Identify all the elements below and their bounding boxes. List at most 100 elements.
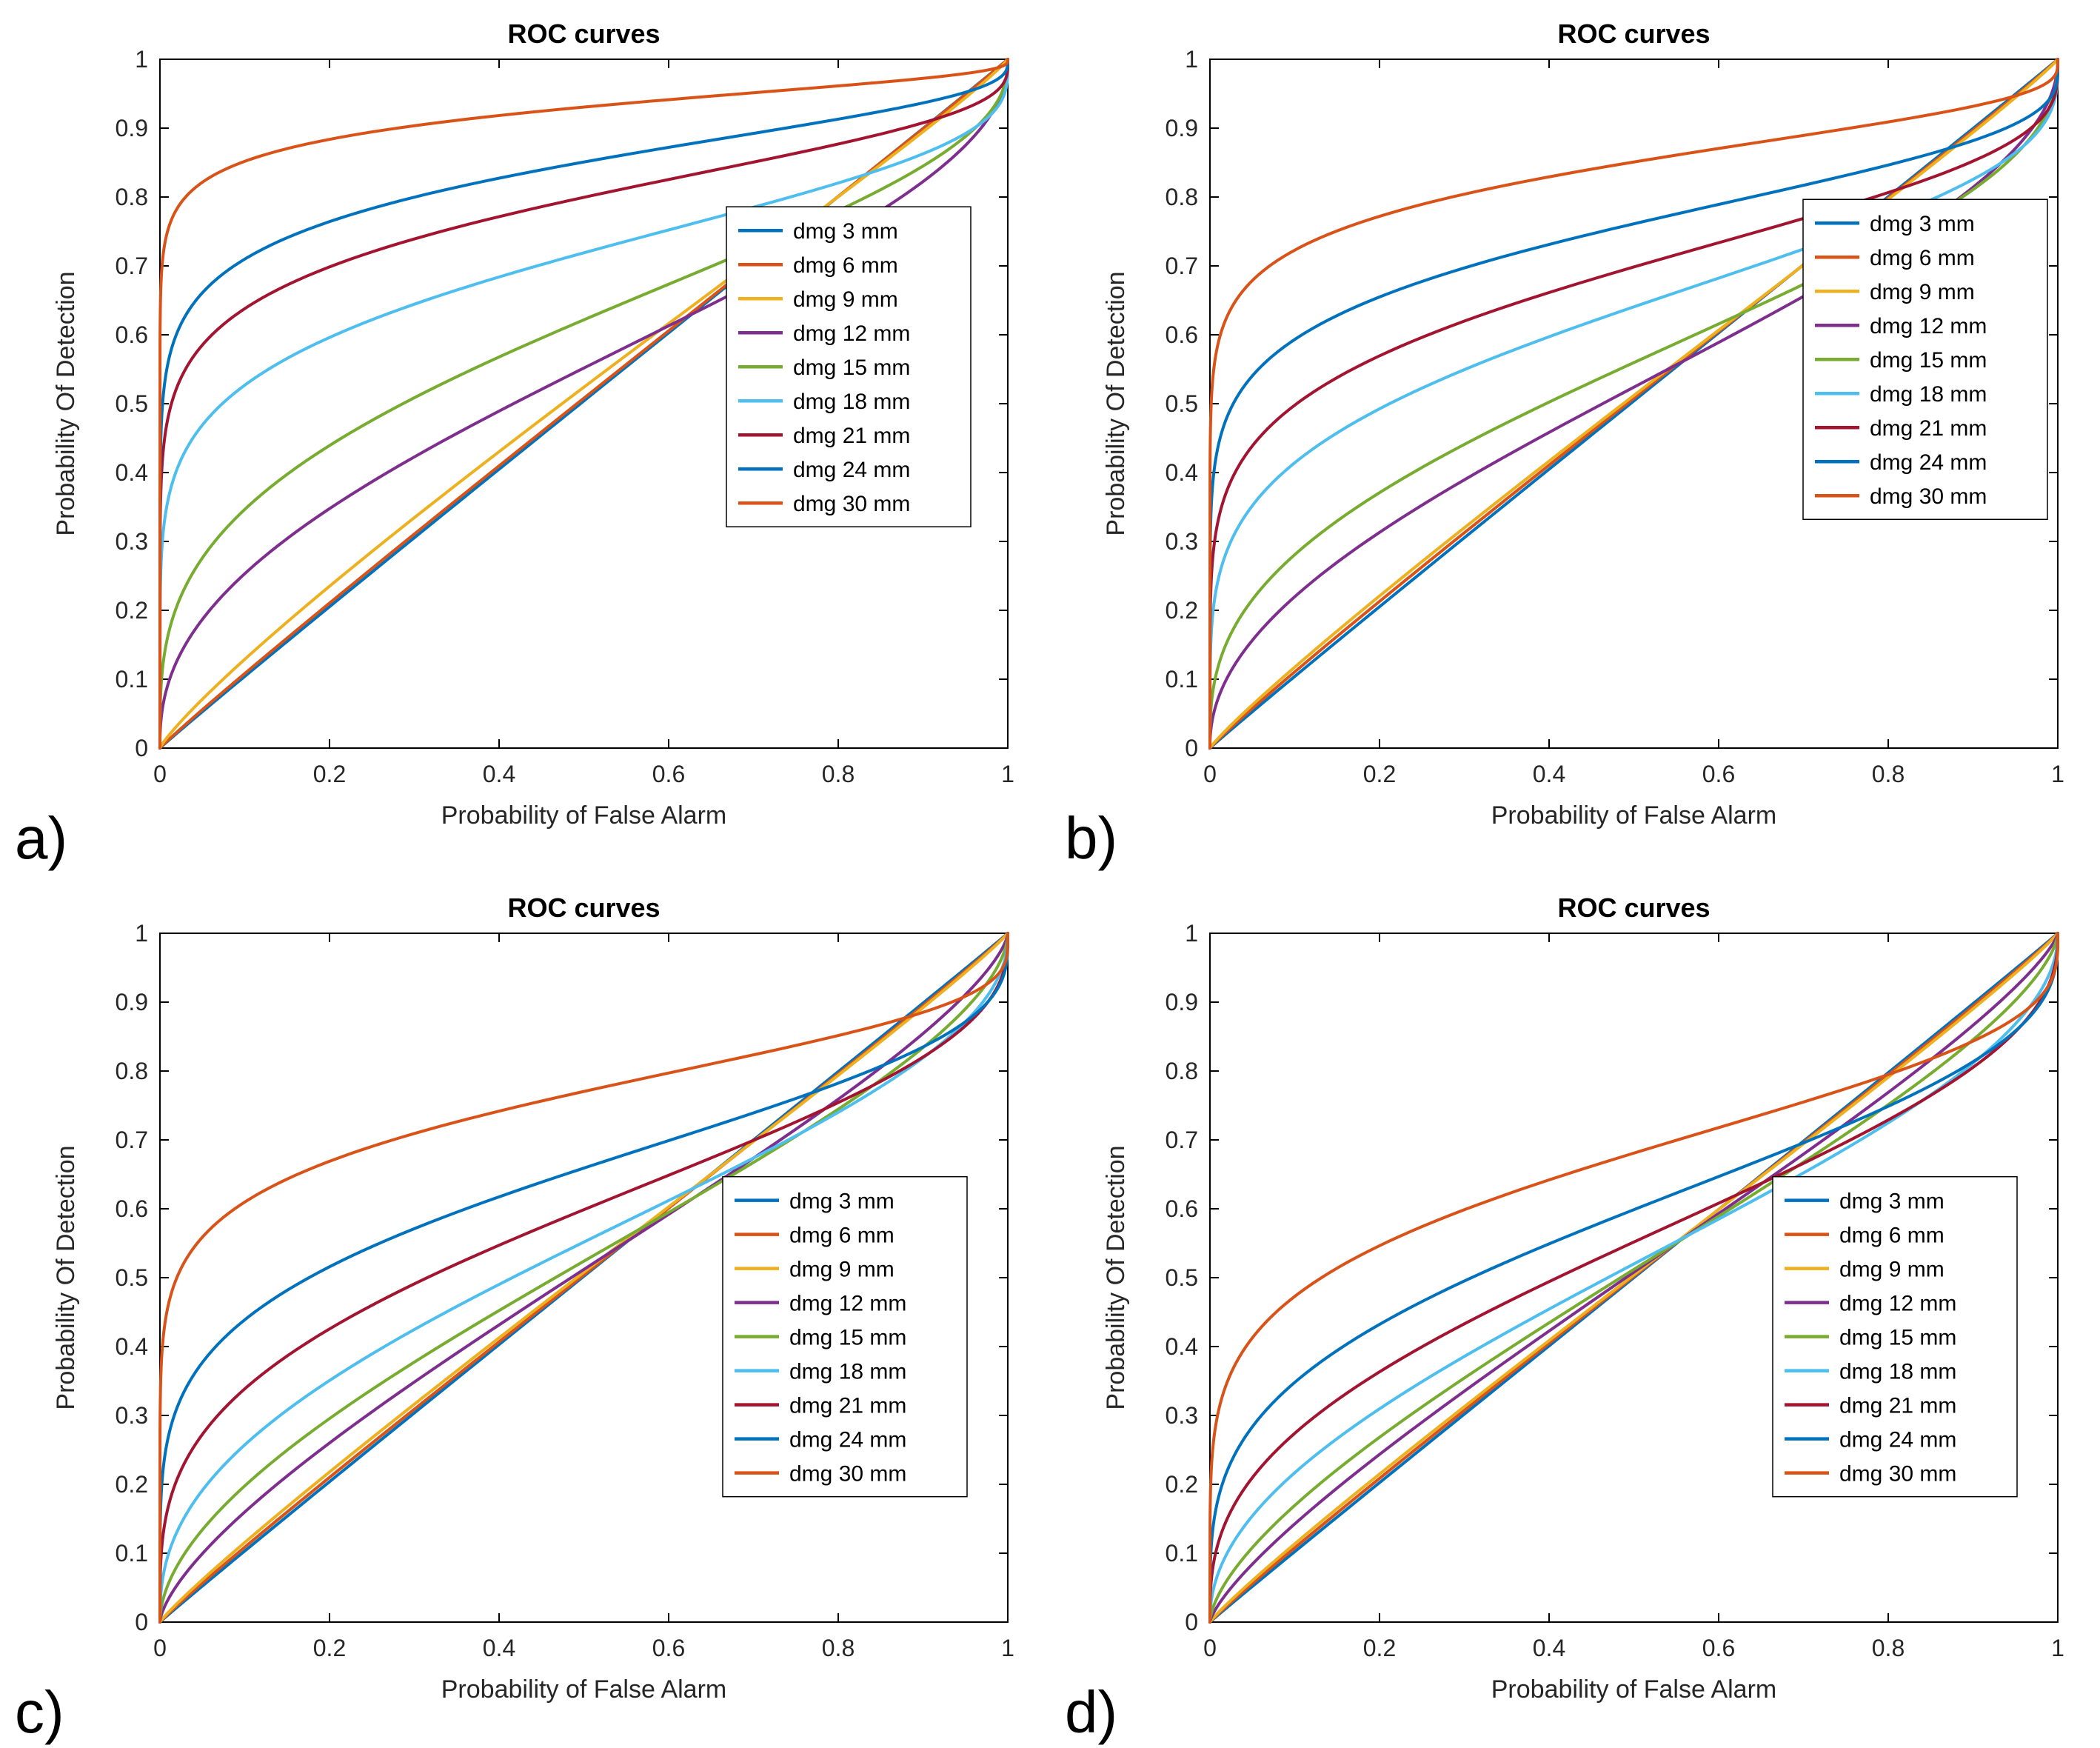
- roc-curve-dmg-30-mm: [1208, 58, 2059, 750]
- x-tick-label: 0.2: [1363, 1635, 1396, 1661]
- roc-curve-dmg-15-mm: [158, 58, 1009, 750]
- roc-curve-dmg-18-mm: [158, 58, 1009, 750]
- y-tick-label: 0.9: [1166, 989, 1198, 1015]
- chart-title: ROC curves: [1557, 19, 1710, 49]
- y-tick-label: 0.7: [1166, 1127, 1198, 1153]
- roc-curve-dmg-30-mm: [158, 58, 1009, 750]
- x-tick-label: 0.6: [652, 761, 685, 787]
- roc-curve-dmg-21-mm: [158, 58, 1009, 750]
- y-tick-label: 0.3: [116, 528, 148, 555]
- y-tick-label: 0.3: [116, 1402, 148, 1429]
- x-axis-label: Probability of False Alarm: [1491, 801, 1777, 830]
- y-tick-label: 0.8: [1166, 1058, 1198, 1084]
- chart-title: ROC curves: [507, 893, 660, 923]
- x-tick-label: 0.2: [1363, 761, 1396, 787]
- roc-panel-b: 0 0.2 0.4 0.6 0.8 1 0 0.1 0.2 0.3 0.4 0.5 0.6 0.7 0.8 0…: [1050, 0, 2100, 874]
- x-tick-label: 0.8: [822, 761, 855, 787]
- roc-curve-dmg-12-mm: [1208, 932, 2059, 1624]
- panel-label-d: d): [1065, 1679, 1118, 1745]
- y-tick-label: 0.8: [116, 1058, 148, 1084]
- legend-entry-label: dmg 3 mm: [1870, 212, 1975, 236]
- y-tick-label: 0.4: [116, 1333, 148, 1360]
- legend-entry-label: dmg 3 mm: [1839, 1190, 1944, 1214]
- legend-entry-label: dmg 3 mm: [789, 1190, 894, 1214]
- y-tick-label: 0.4: [1166, 1333, 1198, 1360]
- roc-curve-dmg-9-mm: [158, 932, 1009, 1624]
- roc-panel-d: 0 0.2 0.4 0.6 0.8 1 0 0.1 0.2 0.3 0.4 0.5 0.6 0.7 0.8 0…: [1050, 874, 2100, 1748]
- legend-entry-label: dmg 18 mm: [789, 1360, 906, 1384]
- roc-chart-a: 0 0.2 0.4 0.6 0.8 1 0 0.1 0.2 0.3 0.4 0.5 0.6 0.7 0.8 0…: [34, 7, 1041, 859]
- x-tick-label: 0.4: [1533, 1635, 1565, 1661]
- y-tick-label: 0.5: [1166, 390, 1198, 417]
- legend-entry-label: dmg 21 mm: [793, 424, 910, 448]
- y-tick-label: 0: [1185, 1609, 1198, 1635]
- legend-entry-label: dmg 15 mm: [789, 1326, 906, 1350]
- legend: dmg 3 mm dmg 6 mm dmg 9 mm dmg 12 mm dmg 15 …: [722, 1175, 968, 1498]
- x-tick-label: 0: [1203, 1635, 1217, 1661]
- legend-entry-label: dmg 24 mm: [1870, 450, 1987, 475]
- roc-curve-dmg-24-mm: [1208, 58, 2059, 750]
- y-tick-label: 0.7: [116, 1127, 148, 1153]
- x-tick-label: 0.4: [483, 761, 515, 787]
- y-axis-label: Probability Of Detection: [52, 271, 80, 536]
- roc-chart-c: 0 0.2 0.4 0.6 0.8 1 0 0.1 0.2 0.3 0.4 0.5 0.6 0.7 0.8 0…: [34, 881, 1041, 1733]
- roc-curve-dmg-24-mm: [158, 932, 1009, 1624]
- roc-curve-dmg-12-mm: [158, 932, 1009, 1624]
- roc-chart-svg: 0 0.2 0.4 0.6 0.8 1 0 0.1 0.2 0.3 0.4 0.5 0.6 0.7 0.8 0…: [1102, 19, 2064, 830]
- x-tick-label: 0.6: [1702, 761, 1735, 787]
- y-tick-label: 0.1: [116, 666, 148, 693]
- x-tick-label: 0: [153, 761, 167, 787]
- roc-curve-dmg-30-mm: [158, 932, 1009, 1624]
- legend-entry-label: dmg 18 mm: [1870, 382, 1987, 407]
- roc-curve-dmg-15-mm: [158, 932, 1009, 1624]
- legend-entry-label: dmg 12 mm: [1839, 1292, 1956, 1316]
- y-tick-label: 0.5: [116, 1264, 148, 1291]
- legend-entry-label: dmg 21 mm: [789, 1394, 906, 1418]
- x-tick-label: 0.8: [822, 1635, 855, 1661]
- roc-curve-dmg-9-mm: [1208, 58, 2059, 750]
- panel-label-c: c): [15, 1679, 64, 1745]
- roc-curve-dmg-30-mm: [1208, 932, 2059, 1624]
- y-tick-label: 0.6: [116, 1195, 148, 1222]
- y-tick-label: 0.1: [116, 1540, 148, 1567]
- legend-entry-label: dmg 9 mm: [789, 1258, 894, 1282]
- legend-entry-label: dmg 15 mm: [1839, 1326, 1956, 1350]
- legend-entry-label: dmg 9 mm: [793, 287, 898, 312]
- legend-entry-label: dmg 9 mm: [1870, 280, 1975, 304]
- y-tick-label: 0.5: [116, 390, 148, 417]
- legend-entry-label: dmg 18 mm: [1839, 1360, 1956, 1384]
- x-tick-label: 1: [2051, 761, 2064, 787]
- roc-chart-b: 0 0.2 0.4 0.6 0.8 1 0 0.1 0.2 0.3 0.4 0.5 0.6 0.7 0.8 0…: [1084, 7, 2091, 859]
- legend-entry-label: dmg 21 mm: [1839, 1394, 1956, 1418]
- y-tick-label: 1: [135, 920, 148, 947]
- y-tick-label: 0.4: [116, 459, 148, 486]
- y-tick-label: 0.4: [1166, 459, 1198, 486]
- y-tick-label: 0.2: [1166, 1471, 1198, 1498]
- y-tick-label: 0.7: [1166, 253, 1198, 279]
- y-tick-label: 0.3: [1166, 1402, 1198, 1429]
- legend-entry-label: dmg 30 mm: [793, 492, 910, 516]
- x-tick-label: 0.4: [1533, 761, 1565, 787]
- y-axis-label: Probability Of Detection: [1102, 271, 1130, 536]
- legend-entry-label: dmg 6 mm: [789, 1224, 894, 1248]
- y-tick-label: 1: [1185, 920, 1198, 947]
- chart-title: ROC curves: [507, 19, 660, 49]
- x-tick-label: 0.6: [1702, 1635, 1735, 1661]
- roc-curve-dmg-24-mm: [158, 58, 1009, 750]
- roc-curve-dmg-18-mm: [1208, 58, 2059, 750]
- y-tick-label: 0: [135, 735, 148, 761]
- x-tick-label: 0.2: [313, 761, 346, 787]
- y-tick-label: 0.6: [1166, 321, 1198, 348]
- y-tick-label: 0.2: [1166, 597, 1198, 624]
- x-tick-label: 1: [2051, 1635, 2064, 1661]
- x-tick-label: 0.8: [1872, 761, 1905, 787]
- legend-entry-label: dmg 30 mm: [1839, 1462, 1956, 1487]
- legend-entry-label: dmg 21 mm: [1870, 416, 1987, 441]
- x-tick-label: 0.6: [652, 1635, 685, 1661]
- y-tick-label: 0.7: [116, 253, 148, 279]
- legend-entry-label: dmg 6 mm: [793, 253, 898, 278]
- x-tick-label: 0.2: [313, 1635, 346, 1661]
- roc-panel-c: 0 0.2 0.4 0.6 0.8 1 0 0.1 0.2 0.3 0.4 0.5 0.6 0.7 0.8 0…: [0, 874, 1050, 1748]
- x-tick-label: 0: [1203, 761, 1217, 787]
